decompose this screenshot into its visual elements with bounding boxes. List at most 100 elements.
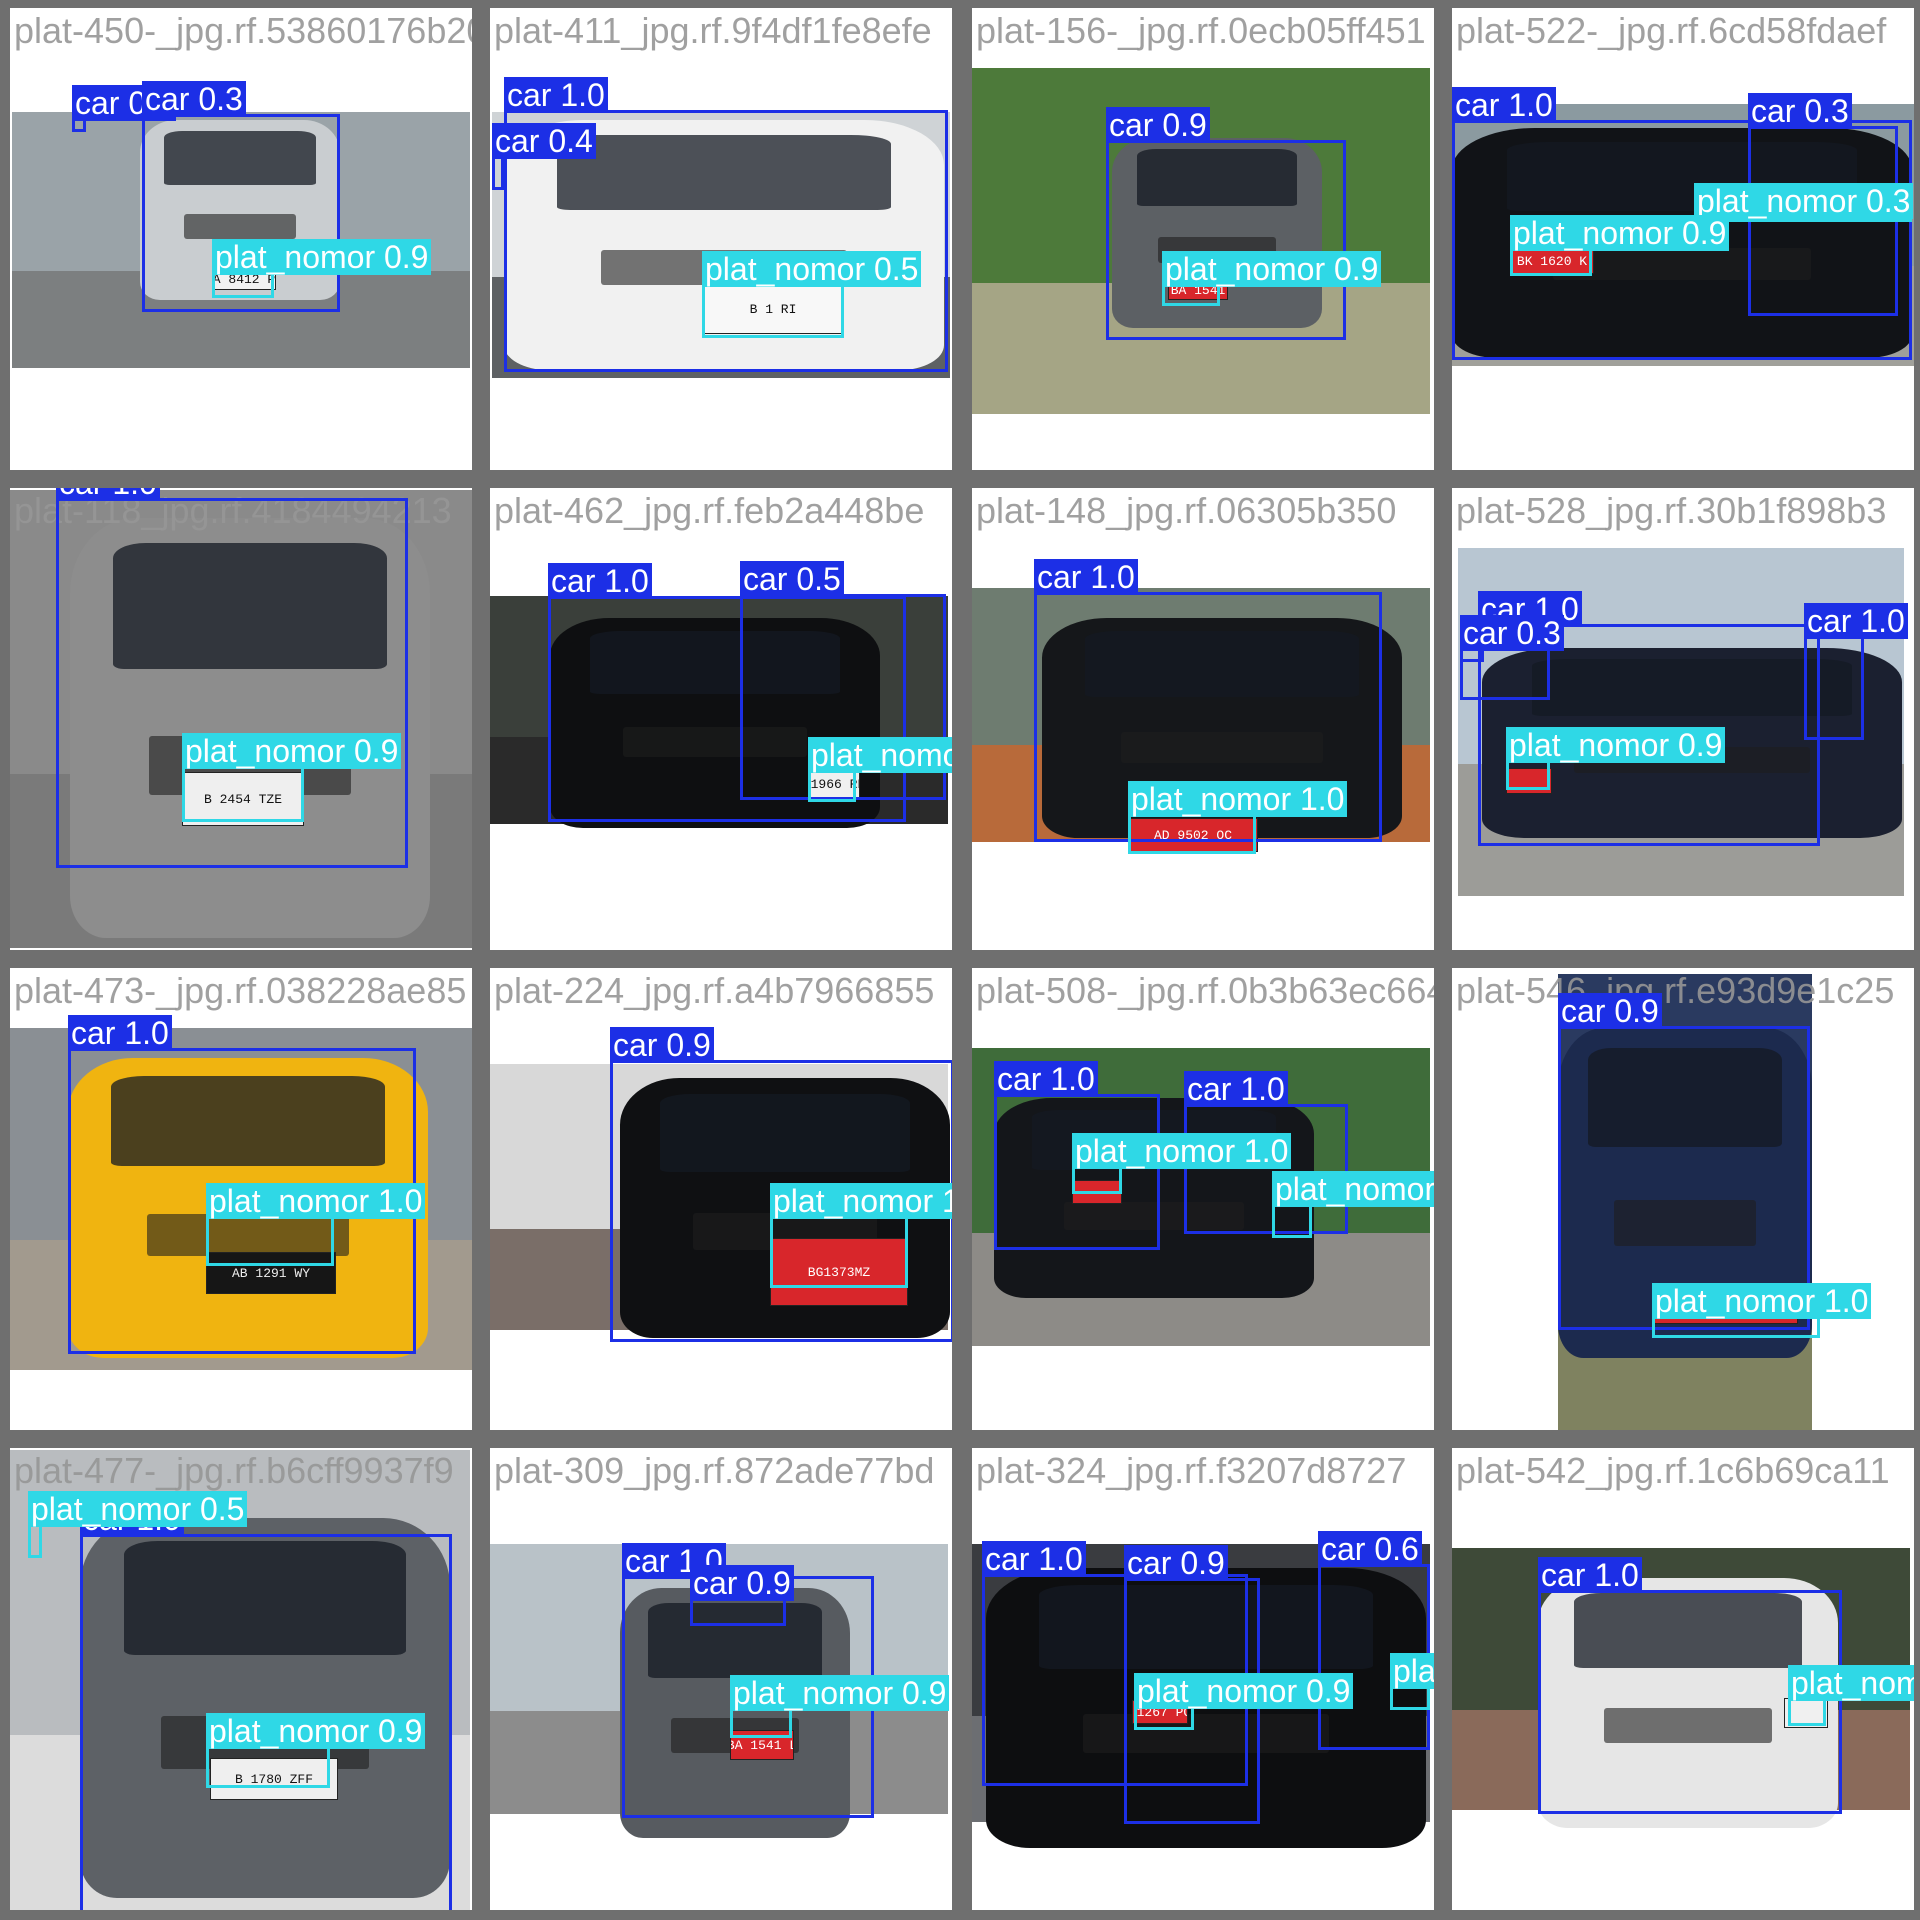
detection-label: plat_nomor 1.0 bbox=[770, 1183, 952, 1219]
detection-label: plat_nomor 1.0 bbox=[1128, 781, 1348, 817]
car-windshield bbox=[164, 130, 316, 185]
mosaic-cell: B 1966 RFI plat-462_jpg.rf.feb2a448becar … bbox=[490, 488, 952, 950]
detection-label: car 0.3 bbox=[1460, 615, 1564, 651]
car-detection-box: car 1.0 bbox=[1538, 1557, 1842, 1814]
car-detection-box: car 1.0 bbox=[1184, 1071, 1348, 1234]
plate-detection-box: plat_nomor 1.0 bbox=[206, 1183, 426, 1266]
image-filename: plat-324_jpg.rf.f3207d8727 bbox=[976, 1450, 1407, 1491]
detection-label: car 1.0 bbox=[56, 488, 160, 501]
plate-detection-box: plat_nomor 0.3 bbox=[1694, 183, 1914, 222]
detection-label: car 1.0 bbox=[548, 563, 652, 599]
mosaic-cell: BK 1620 K plat-522-_jpg.rf.6cd58fdaef car … bbox=[1452, 8, 1914, 470]
license-plate: B 1780 ZFF bbox=[210, 1758, 338, 1800]
detection-label: car 0.9 bbox=[1124, 1545, 1228, 1581]
plate-detection-box: plat_nomor 0.9 bbox=[1162, 251, 1382, 306]
detection-label: car 1.0 bbox=[1184, 1071, 1288, 1107]
car-grille bbox=[184, 213, 296, 239]
detection-label: car 1.0 bbox=[1804, 603, 1908, 639]
detection-label: plat_nomor 1.0 bbox=[1652, 1283, 1872, 1319]
detection-label: car 0.9 bbox=[610, 1027, 714, 1063]
car-detection-box: car 1.0 bbox=[1804, 603, 1908, 740]
image-filename: plat-462_jpg.rf.feb2a448be bbox=[494, 490, 925, 531]
image-filename: plat-528_jpg.rf.30b1f898b3 bbox=[1456, 490, 1887, 531]
license-plate: B 1 RI bbox=[702, 284, 844, 334]
image-filename: plat-156-_jpg.rf.0ecb05ff451 bbox=[976, 10, 1426, 51]
car-detection-box: car 1.0 bbox=[504, 77, 948, 372]
car-grille bbox=[1553, 247, 1811, 280]
detection-label: car 0.3 bbox=[1748, 93, 1852, 129]
car-grille bbox=[622, 727, 808, 757]
detection-label: car 1.0 bbox=[1452, 87, 1556, 123]
detection-label: plat_nomor 0.9 bbox=[1134, 1673, 1354, 1709]
detection-label: plat_nomor 1.0 bbox=[1788, 1665, 1914, 1701]
car-detection-box: car 0.3 bbox=[72, 85, 176, 132]
mosaic-cell: AD 9502 OC plat-148_jpg.rf.06305b350 car 1… bbox=[972, 488, 1434, 950]
detection-label: plat_nomor 0.9 bbox=[1506, 727, 1726, 763]
plate-detection-box: plat_nomor 1.0 bbox=[808, 737, 952, 802]
detection-label: plat_nomor 0.9 bbox=[182, 733, 402, 769]
mosaic-cell: B 1780 ZFFplat-477-_jpg.rf.b6cff9937f9ca… bbox=[10, 1448, 472, 1910]
detection-label: plat_nomor 0.5 bbox=[28, 1491, 248, 1527]
detection-label: car 0.9 bbox=[1558, 993, 1662, 1029]
detection-label: plat_nomor 0.9 bbox=[1162, 251, 1382, 287]
detection-label: plat_nomor 1.0 bbox=[808, 737, 952, 773]
plate-detection-box: plat_nomor 1.0 bbox=[1788, 1665, 1914, 1726]
plate-detection-box: plat_nomor 0.9 bbox=[206, 1713, 426, 1788]
detection-label: car 1.0 bbox=[504, 77, 608, 113]
plate-detection-box: plat_nomor 0.5 bbox=[28, 1491, 248, 1558]
image-filename: plat-508-_jpg.rf.0b3b63ec664 bbox=[976, 970, 1434, 1011]
car-detection-box: car 0.3 bbox=[142, 81, 340, 312]
image-filename: plat-411_jpg.rf.9f4df1fe8efe bbox=[494, 10, 932, 51]
detection-label: car 0.3 bbox=[142, 81, 246, 117]
license-plate: AB 1291 WY bbox=[206, 1252, 336, 1294]
car-windshield bbox=[659, 1093, 911, 1172]
detection-label: car 1.0 bbox=[994, 1061, 1098, 1097]
detection-label: plat_nomor 0.9 bbox=[1390, 1653, 1434, 1689]
mosaic-cell: AA 8412 PBplat-450-_jpg.rf.53860176b2079… bbox=[10, 8, 472, 470]
mosaic-cell: BA 1541 plat-156-_jpg.rf.0ecb05ff451 car 0… bbox=[972, 8, 1434, 470]
car-detection-box: car 1.0 bbox=[1034, 559, 1382, 842]
image-filename: plat-542_jpg.rf.1c6b69ca11 bbox=[1456, 1450, 1890, 1491]
car-detection-box: car 1.0 bbox=[56, 488, 408, 868]
detection-label: plat_nomor 1.0 bbox=[206, 1183, 426, 1219]
plate-detection-box: plat_nomor 0.9 bbox=[212, 239, 432, 298]
car-detection-box: car 1.0 bbox=[68, 1015, 416, 1354]
car-windshield bbox=[1085, 631, 1359, 698]
car-windshield bbox=[111, 1076, 385, 1166]
detection-label: plat_nomor 0.9 bbox=[1510, 215, 1730, 251]
detection-label: plat_nomor 0.9 bbox=[212, 239, 432, 275]
car-detection-box: car 0.9 bbox=[610, 1027, 952, 1342]
car-windshield bbox=[647, 1603, 823, 1678]
image-filename: plat-224_jpg.rf.a4b7966855 bbox=[494, 970, 935, 1011]
car-windshield bbox=[1588, 1047, 1782, 1147]
license-plate: B 2454 TZE bbox=[182, 772, 304, 826]
car-detection-box: car 0.3 bbox=[1460, 615, 1564, 700]
license-plate: B 1966 RFI bbox=[808, 770, 860, 798]
car-windshield bbox=[124, 1540, 406, 1655]
image-filename: plat-473-_jpg.rf.038228ae85 bbox=[14, 970, 467, 1011]
car-silhouette bbox=[620, 1588, 850, 1838]
car-windshield bbox=[1038, 1584, 1374, 1669]
plate-detection-box: plat_nomor 1.0 bbox=[1128, 781, 1348, 854]
image-filename: plat-450-_jpg.rf.53860176b2079e4f43083dc… bbox=[14, 10, 472, 51]
mosaic-cell: AB 1291 WY plat-473-_jpg.rf.038228ae85 car… bbox=[10, 968, 472, 1430]
mosaic-cell: B 1267 POGplat-324_jpg.rf.f3207d8727car … bbox=[972, 1448, 1434, 1910]
detection-label: car 0.6 bbox=[1318, 1531, 1422, 1567]
detection-label: plat_nomor 0.3 bbox=[1694, 183, 1914, 219]
car-windshield bbox=[1532, 659, 1852, 717]
detection-label: plat_nomor 0.5 bbox=[702, 251, 922, 287]
mosaic-cell: BG1373MZ plat-224_jpg.rf.a4b7966855 car 0.… bbox=[490, 968, 952, 1430]
plate-detection-box: plat_nomor 0.9 bbox=[1272, 1171, 1434, 1238]
car-windshield bbox=[1137, 149, 1297, 207]
plate-detection-box: plat_nomor 0.9 bbox=[1506, 727, 1726, 790]
detection-label: car 0.5 bbox=[740, 561, 844, 597]
detection-label: plat_nomor 0.9 bbox=[1272, 1171, 1434, 1207]
car-detection-box: car 0.5 bbox=[740, 561, 946, 800]
detection-label: car 0.4 bbox=[492, 123, 596, 159]
plate-detection-box: plat_nomor 0.9 bbox=[1134, 1673, 1354, 1730]
detection-label: plat_nomor 0.9 bbox=[206, 1713, 426, 1749]
